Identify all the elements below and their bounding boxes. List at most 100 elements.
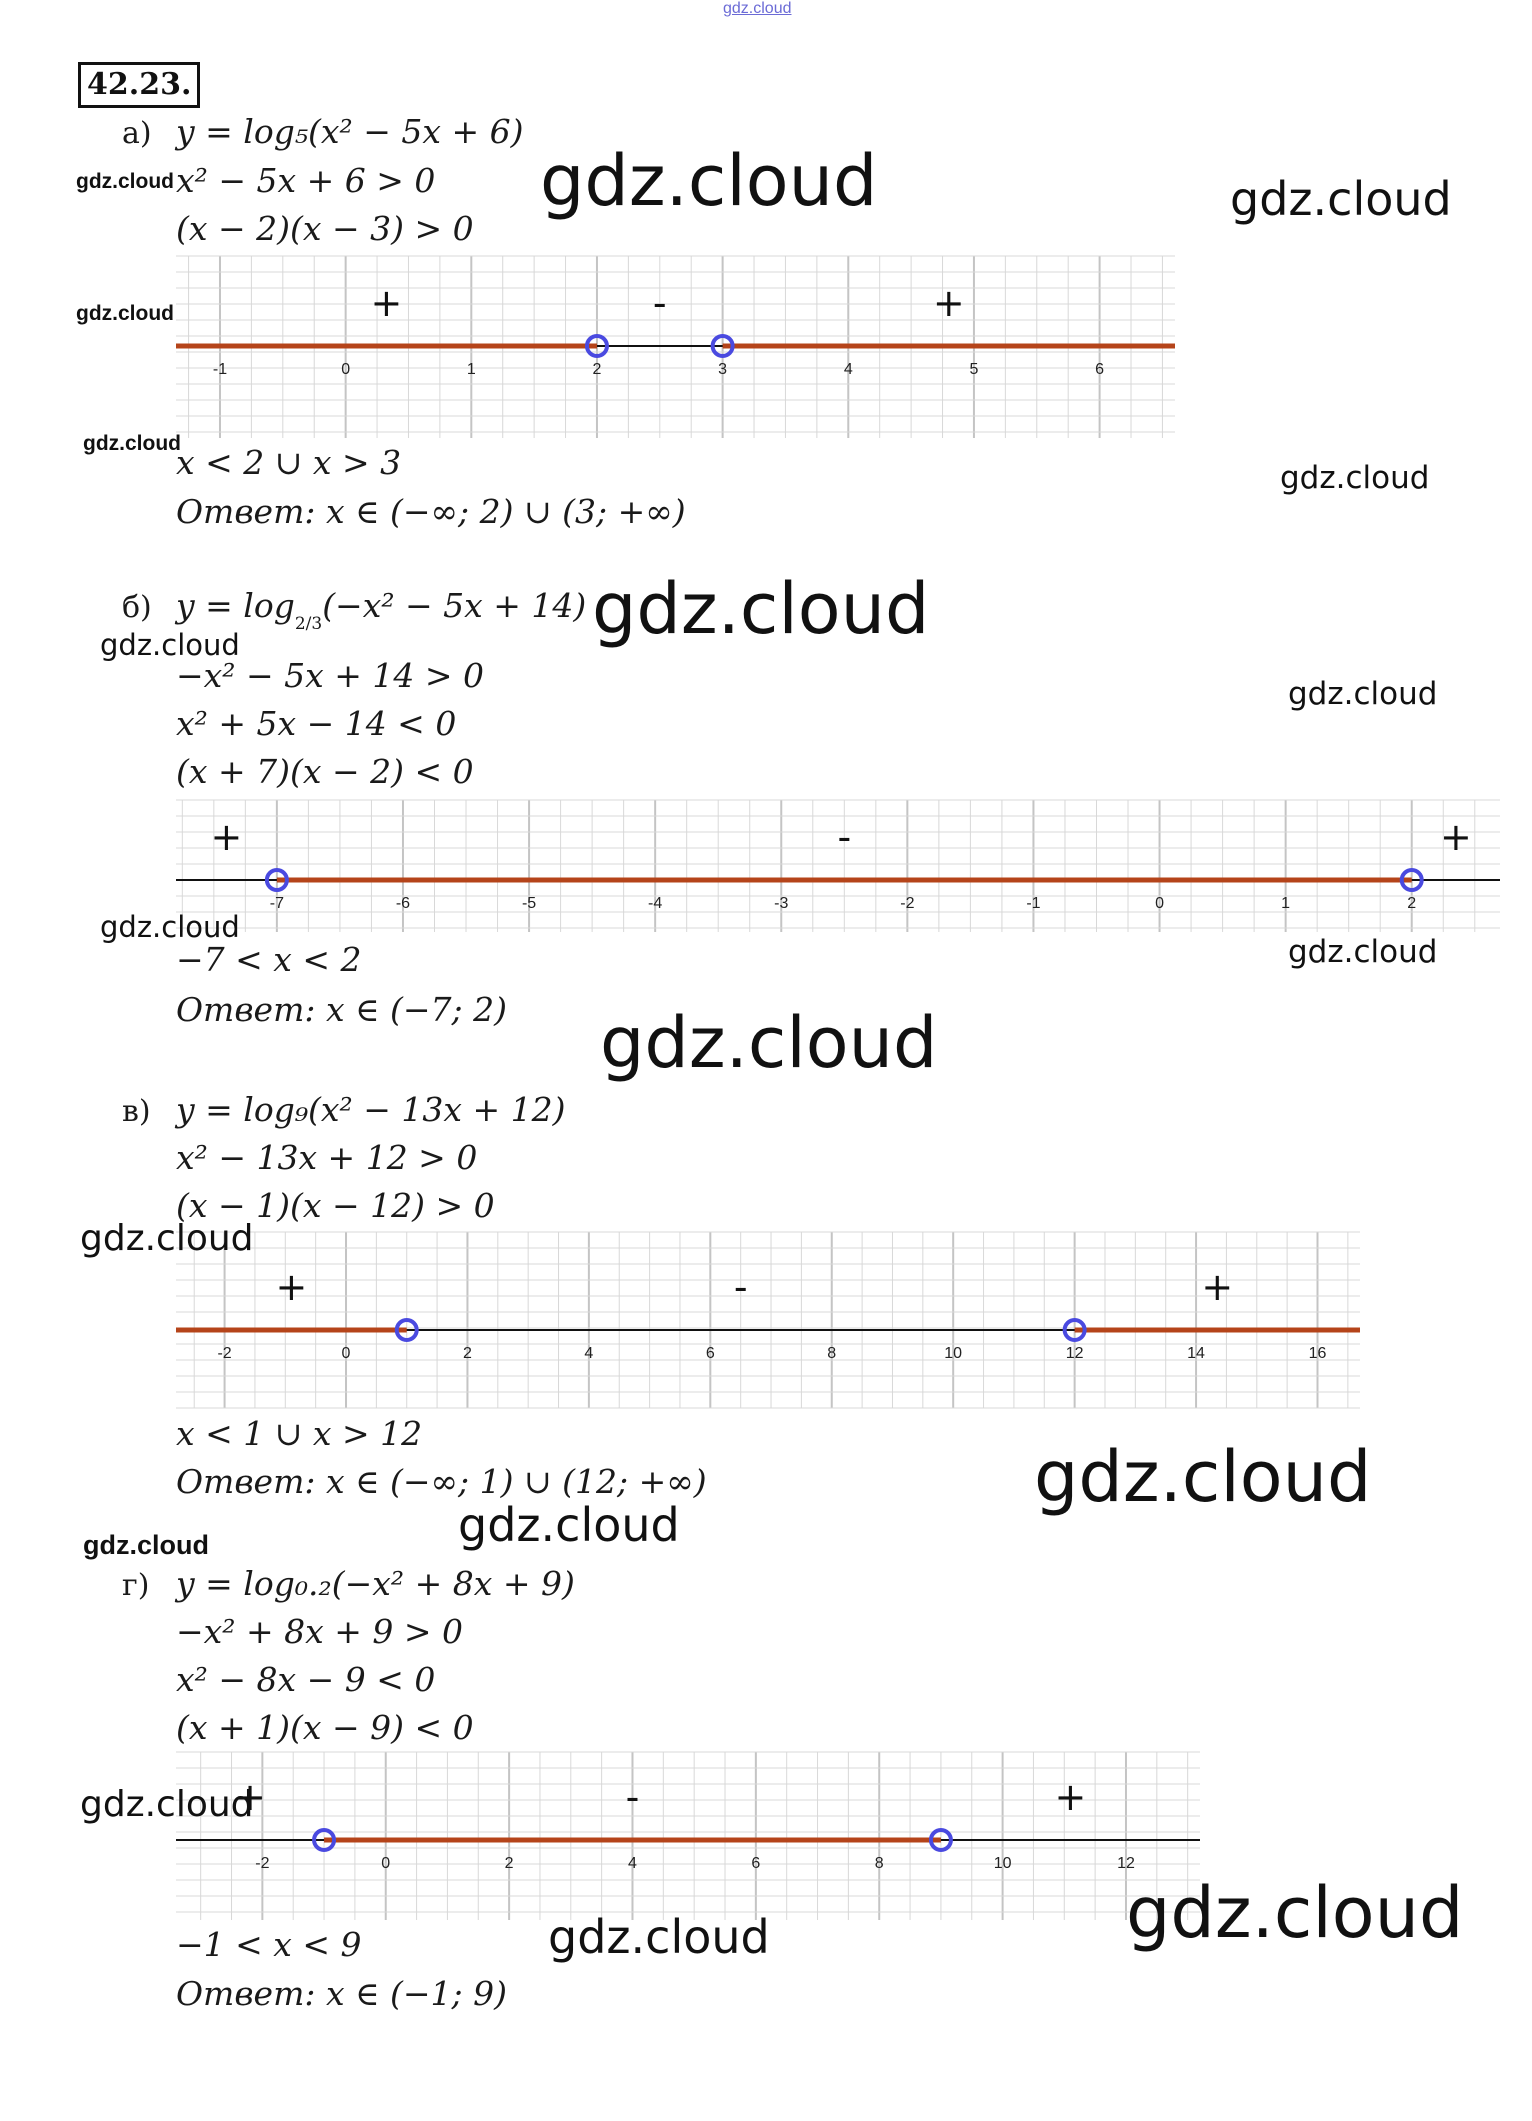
tick-label: 10 xyxy=(994,1855,1012,1872)
root-open-point xyxy=(1399,868,1424,892)
log-base: 2/3 xyxy=(294,614,323,634)
part-c-step-1: x² − 13x + 12 > 0 xyxy=(176,1138,478,1177)
part-c-label: в) xyxy=(122,1094,151,1129)
answer-word: Ответ: xyxy=(176,1974,316,2013)
part-c-answer: Ответ: x ∈ (−∞; 1) ∪ (12; +∞) xyxy=(176,1462,707,1501)
answer-value: x ∈ (−∞; 2) ∪ (3; +∞) xyxy=(326,492,686,531)
part-c-function: y = log₉(x² − 13x + 12) xyxy=(176,1090,566,1129)
watermark: gdz.cloud xyxy=(1288,934,1438,970)
tick-label: 4 xyxy=(628,1855,637,1872)
tick-label: 4 xyxy=(844,361,853,378)
watermark: gdz.cloud xyxy=(80,1218,254,1259)
watermark: gdz.cloud xyxy=(1230,172,1452,226)
part-a-function: y = log₅(x² − 5x + 6) xyxy=(176,112,524,151)
tick-label: 0 xyxy=(341,361,350,378)
watermark: gdz.cloud xyxy=(1280,460,1430,496)
root-open-point xyxy=(710,334,735,358)
watermark: gdz.cloud xyxy=(548,1910,770,1964)
tick-label: -4 xyxy=(648,895,662,912)
interval-sign: - xyxy=(734,1265,748,1309)
function-head: y = log xyxy=(176,586,295,625)
watermark: gdz.cloud xyxy=(83,1530,209,1560)
part-d-label: г) xyxy=(122,1568,150,1603)
root-open-point xyxy=(264,868,289,892)
part-b-label: б) xyxy=(122,590,152,625)
tick-label: 8 xyxy=(875,1855,884,1872)
tick-label: 4 xyxy=(584,1345,593,1362)
watermark: gdz.cloud xyxy=(1034,1436,1372,1518)
tick-label: 0 xyxy=(342,1345,351,1362)
tick-label: -1 xyxy=(213,361,227,378)
part-d-step-2: x² − 8x − 9 < 0 xyxy=(176,1660,436,1699)
interval-sign: + xyxy=(1055,1775,1087,1819)
interval-sign: - xyxy=(626,1775,640,1819)
tick-label: -3 xyxy=(774,895,788,912)
watermark: gdz.cloud xyxy=(80,1784,254,1825)
interval-sign: - xyxy=(653,281,667,325)
tick-label: 12 xyxy=(1117,1855,1135,1872)
part-d-solution: −1 < x < 9 xyxy=(176,1925,362,1964)
interval-sign: + xyxy=(211,815,243,859)
tick-label: 3 xyxy=(718,361,727,378)
watermark: gdz.cloud xyxy=(76,170,174,193)
tick-label: 1 xyxy=(467,361,476,378)
part-b-solution: −7 < x < 2 xyxy=(176,940,362,979)
root-open-point xyxy=(394,1318,419,1342)
watermark: gdz.cloud xyxy=(600,1002,938,1084)
watermark: gdz.cloud xyxy=(1126,1872,1464,1954)
tick-label: 0 xyxy=(381,1855,390,1872)
answer-word: Ответ: xyxy=(176,492,316,531)
watermark: gdz.cloud xyxy=(1288,676,1438,712)
part-b-function: y = log2/3(−x² − 5x + 14) xyxy=(176,586,586,634)
tick-label: 1 xyxy=(1281,895,1290,912)
interval-sign: + xyxy=(1440,815,1472,859)
answer-value: x ∈ (−7; 2) xyxy=(326,990,508,1029)
interval-sign: + xyxy=(933,281,965,325)
tick-label: 10 xyxy=(944,1345,962,1362)
tick-label: -2 xyxy=(217,1345,231,1362)
tick-label: -2 xyxy=(900,895,914,912)
tick-label: -6 xyxy=(396,895,410,912)
tick-label: -2 xyxy=(255,1855,269,1872)
watermark: gdz.cloud xyxy=(100,628,240,662)
grid xyxy=(176,1751,1200,1920)
part-a-step-1: x² − 5x + 6 > 0 xyxy=(176,161,436,200)
watermark: gdz.cloud xyxy=(76,302,174,325)
tick-label: 12 xyxy=(1066,1345,1084,1362)
watermark: gdz.cloud xyxy=(540,140,878,222)
part-d-answer: Ответ: x ∈ (−1; 9) xyxy=(176,1974,507,2013)
interval-sign: - xyxy=(837,815,851,859)
part-a-label: а) xyxy=(122,116,152,151)
root-open-point xyxy=(584,334,609,358)
problem-number: 42.23. xyxy=(78,62,201,108)
part-a-step-2: (x − 2)(x − 3) > 0 xyxy=(176,209,474,248)
tick-label: 2 xyxy=(505,1855,514,1872)
grid xyxy=(176,799,1500,932)
tick-label: 6 xyxy=(1095,361,1104,378)
interval-sign: + xyxy=(275,1265,307,1309)
part-d-step-3: (x + 1)(x − 9) < 0 xyxy=(176,1708,474,1747)
tick-label: 2 xyxy=(593,361,602,378)
watermark: gdz.cloud xyxy=(458,1498,680,1552)
tick-label: 0 xyxy=(1155,895,1164,912)
part-b-answer: Ответ: x ∈ (−7; 2) xyxy=(176,990,507,1029)
part-b-step-2: x² + 5x − 14 < 0 xyxy=(176,704,457,743)
tick-label: 16 xyxy=(1309,1345,1327,1362)
answer-value: x ∈ (−1; 9) xyxy=(326,1974,508,2013)
tick-label: -1 xyxy=(1026,895,1040,912)
answer-value: x ∈ (−∞; 1) ∪ (12; +∞) xyxy=(326,1462,707,1501)
tick-label: 2 xyxy=(1407,895,1416,912)
watermark: gdz.cloud xyxy=(83,432,181,455)
tick-label: 8 xyxy=(827,1345,836,1362)
interval-sign: + xyxy=(1201,1265,1233,1309)
part-b-step-1: −x² − 5x + 14 > 0 xyxy=(176,656,484,695)
interval-sign: + xyxy=(234,1775,266,1819)
root-open-point xyxy=(928,1828,953,1852)
part-a-solution: x < 2 ∪ x > 3 xyxy=(176,443,402,482)
tick-label: 14 xyxy=(1187,1345,1205,1362)
part-b-step-3: (x + 7)(x − 2) < 0 xyxy=(176,752,474,791)
watermark: gdz.cloud xyxy=(592,568,930,650)
